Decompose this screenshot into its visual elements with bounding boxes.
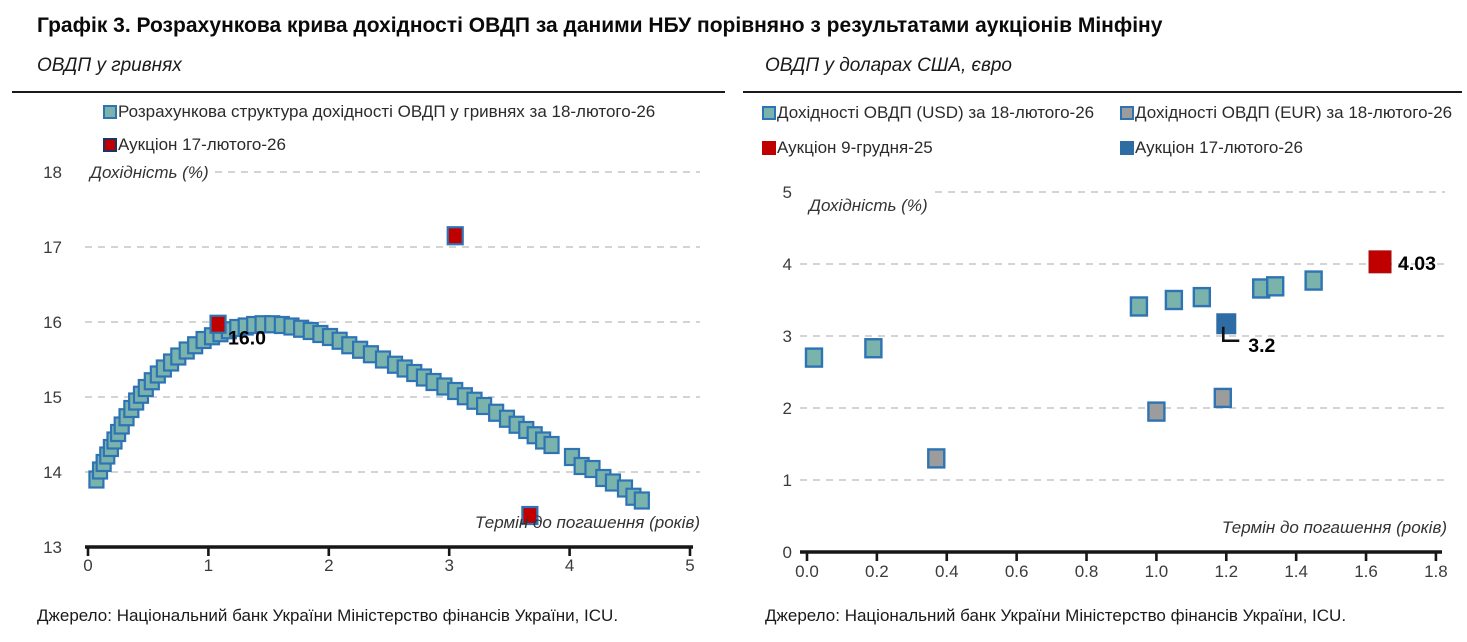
figure-title: Графік 3. Розрахункова крива дохідності … [37,14,1163,37]
y-tick-label: 17 [43,238,62,257]
x-tick-label: 0.8 [1075,562,1099,581]
x-tick-label: 3 [444,556,453,575]
legend-label: Аукціон 17-лютого-26 [118,135,286,154]
gray-square-marker-icon [1120,106,1134,120]
data-point [1129,296,1149,317]
legend-label: Розрахункова структура дохідності ОВДП у… [118,102,656,121]
data-point [633,491,650,510]
annotation-leader [1221,326,1240,343]
uah-yield-chart: 0 1 2 3 4 5 13 14 15 16 17 18 Дохідність (%) Термін д… [43,163,700,575]
right-chart-legend: Дохідності ОВДП (USD) за 18-лютого-26 До… [762,103,1452,158]
x-tick-label: 0.4 [935,562,959,581]
data-point [1147,401,1166,422]
y-tick-label: 18 [43,163,62,182]
legend-label: Дохідності ОВДП (USD) за 18-лютого-26 [777,103,1095,122]
x-tick-label: 0.6 [1005,562,1029,581]
data-point [1265,276,1285,297]
left-chart-subtitle: ОВДП у гривнях [37,55,182,76]
data-point [1216,313,1237,335]
x-tick-label: 4 [565,556,574,575]
data-point [1304,270,1323,291]
x-tick-label: 1.6 [1354,562,1378,581]
right-header-rule [743,91,1462,93]
x-tick-label: 1 [204,556,213,575]
red-square-marker-icon [103,138,117,152]
right-source-note: Джерело: Національний банк України Мініс… [765,606,1347,625]
teal-square-marker-icon [103,105,117,119]
x-tick-label: 1.0 [1145,562,1169,581]
x-axis-title: Термін до погашення (років) [475,513,700,532]
point-value-label: 4.03 [1398,253,1436,275]
x-tick-label: 1.2 [1214,562,1238,581]
x-tick-label: 0.2 [865,562,889,581]
series-3 [1216,313,1237,335]
left-header-rule [12,91,725,93]
legend-label: Дохідності ОВДП (EUR) за 18-лютого-26 [1135,103,1453,122]
data-point [1368,250,1392,274]
legend-label: Аукціон 9-грудня-25 [777,138,933,157]
data-point [209,314,227,334]
x-tick-label: 0 [83,556,92,575]
x-axis-title: Термін до погашення (років) [1222,518,1447,537]
y-axis-title: Дохідність (%) [88,163,209,182]
legend-item: Аукціон 9-грудня-25 [762,138,1107,158]
red-square-marker-icon [762,141,776,155]
data-point [864,338,883,359]
x-tick-label: 2 [324,556,333,575]
y-tick-label: 3 [783,327,792,346]
data-point [804,347,824,368]
y-tick-label: 2 [783,399,792,418]
data-point [927,448,946,469]
series-0 [804,270,1323,368]
fx-yield-chart: 0.0 0.2 0.4 0.6 0.8 1.0 1.2 1.4 1.6 1.8 0 1 2 3 4 5 Дохі… [783,183,1448,581]
data-point [521,505,539,526]
series-2 [1368,250,1392,274]
series-1 [927,387,1232,469]
legend-label: Аукціон 17-лютого-26 [1135,138,1303,157]
point-value-label: 3.2 [1248,335,1275,357]
blue-square-marker-icon [1120,141,1134,155]
data-point [1213,387,1232,409]
y-axis-title: Дохідність (%) [807,196,928,215]
y-tick-label: 15 [43,388,62,407]
data-point [1192,286,1212,308]
x-tick-label: 0.0 [795,562,819,581]
legend-item: Аукціон 17-лютого-26 [103,135,655,155]
x-tick-label: 5 [685,556,694,575]
x-tick-label: 1.4 [1284,562,1308,581]
legend-item: Розрахункова структура дохідності ОВДП у… [103,102,655,122]
legend-item: Аукціон 17-лютого-26 [1120,138,1452,158]
y-tick-label: 4 [783,255,792,274]
x-tick-label: 1.8 [1424,562,1448,581]
y-tick-label: 13 [43,538,62,557]
y-tick-label: 14 [43,463,62,482]
data-point [1164,289,1184,311]
legend-item: Дохідності ОВДП (EUR) за 18-лютого-26 [1120,103,1452,123]
y-tick-label: 1 [783,471,792,490]
data-point [543,435,560,455]
series-1 [209,226,539,526]
left-source-note: Джерело: Національний банк України Мініс… [37,606,619,625]
teal-square-marker-icon [762,106,776,120]
y-tick-label: 16 [43,313,62,332]
y-tick-label: 5 [783,183,792,202]
data-point [446,226,464,246]
point-value-label: 16.0 [228,327,266,349]
series-0 [88,315,650,510]
y-tick-label: 0 [783,543,792,562]
right-chart-subtitle: ОВДП у доларах США, євро [765,55,1012,76]
left-chart-legend: Розрахункова структура дохідності ОВДП у… [103,102,655,155]
legend-item: Дохідності ОВДП (USD) за 18-лютого-26 [762,103,1107,123]
